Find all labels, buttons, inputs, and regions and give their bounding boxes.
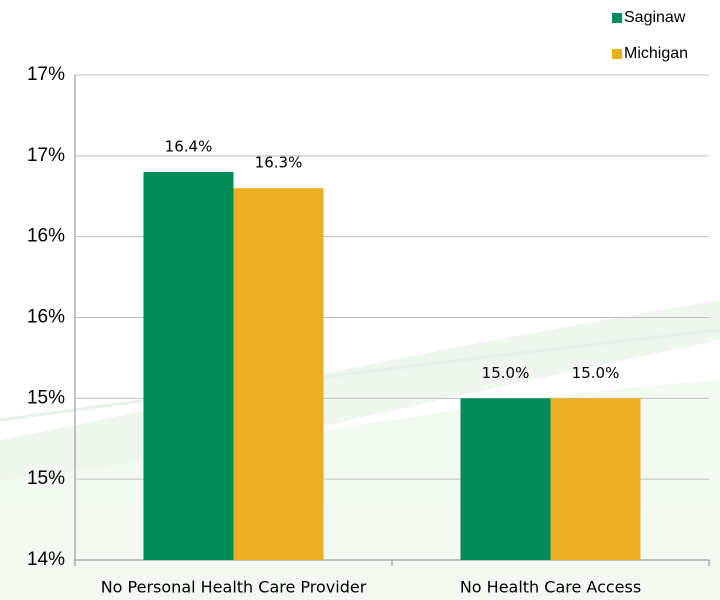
value-label: 15.0% [482,364,530,382]
y-tick-label: 15% [27,387,65,408]
legend-label: Michigan [624,45,688,62]
legend-swatch [612,13,622,23]
x-tick-label: No Personal Health Care Provider [101,578,367,597]
y-tick-label: 16% [27,307,65,328]
bar [143,172,234,560]
bar [233,188,324,560]
y-tick-label: 14% [27,549,65,570]
value-label: 16.3% [255,154,303,172]
legend-label: Saginaw [624,9,686,26]
y-tick-label: 15% [27,468,65,489]
value-label: 15.0% [572,364,620,382]
y-tick-label: 16% [27,226,65,247]
x-tick-label: No Health Care Access [460,578,641,597]
bar [460,398,551,560]
y-tick-label: 17% [27,145,65,166]
legend-swatch [612,49,622,59]
value-label: 16.4% [165,138,213,156]
bar [550,398,641,560]
y-tick-label: 17% [27,64,65,85]
